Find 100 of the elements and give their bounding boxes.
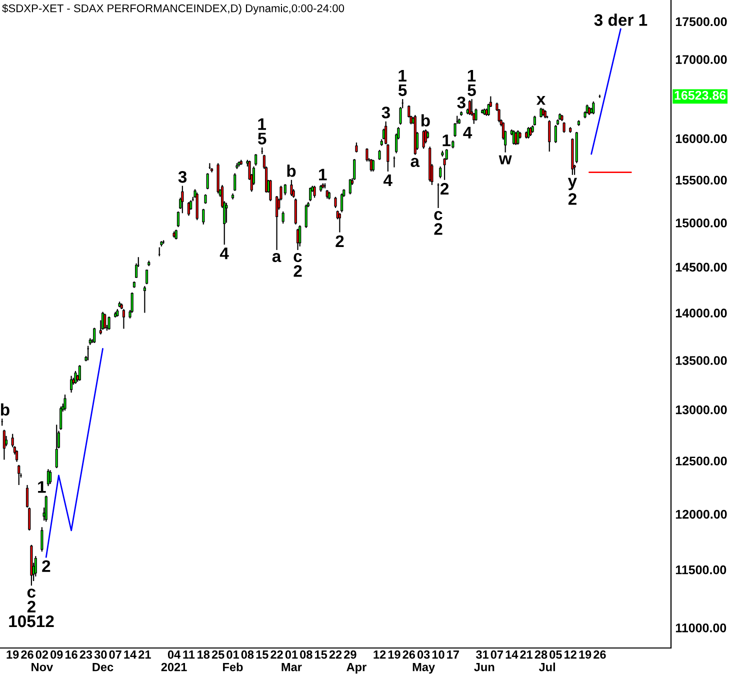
x-tick-label: 04 — [168, 650, 181, 659]
annotation: 4 — [220, 248, 229, 260]
x2-tick-label: Nov — [32, 663, 54, 672]
annotation: y — [568, 178, 577, 190]
x-tick-label: 11 — [183, 650, 195, 659]
candlestick — [290, 179, 293, 197]
text: 16523.86 — [674, 90, 726, 100]
candlestick — [372, 159, 375, 172]
candlestick — [60, 406, 62, 430]
x-tick-label: 16 — [65, 650, 78, 659]
candlestick — [176, 210, 180, 228]
candlestick — [562, 122, 566, 134]
candlestick — [49, 470, 52, 484]
candlestick — [64, 394, 66, 412]
candlestick — [284, 184, 286, 196]
annotation: 2 — [42, 560, 50, 572]
x-tick-label: 01 — [285, 650, 298, 659]
annotation: w — [498, 155, 512, 164]
chart-title: $SDXP-XET - SDAX PERFORMANCEINDEX,D) Dynamic,0:00-24:00 — [2, 4, 344, 14]
annotation: a — [272, 252, 282, 262]
candlestick — [340, 192, 344, 213]
x-tick-label: 26 — [402, 650, 416, 659]
x-tick-label: 22 — [329, 650, 342, 659]
annotation: 3 der 1 — [594, 14, 648, 26]
candlestick — [554, 124, 557, 144]
x-tick-label: 15 — [256, 650, 268, 659]
annotation: 2 — [336, 235, 344, 247]
x-tick-label: 07 — [490, 650, 504, 659]
annotation: 2 — [434, 223, 442, 235]
candlestick — [254, 154, 258, 166]
candlestick — [18, 464, 20, 486]
candlestick — [108, 316, 110, 330]
x-tick-label: 12 — [564, 650, 576, 659]
annotation: 2 — [27, 600, 36, 612]
candlestick — [474, 108, 478, 122]
candlestick — [282, 210, 284, 224]
x-tick-label: 03 — [417, 650, 430, 659]
x-tick-label: 02 — [36, 650, 48, 659]
candlestick — [338, 212, 341, 233]
candlestick — [366, 148, 368, 162]
candlestick — [439, 166, 442, 179]
candlestick — [204, 194, 207, 204]
annotation: 4 — [383, 174, 392, 186]
x-tick-label: 17 — [447, 650, 459, 659]
x2-tick-label: 2021 — [161, 662, 187, 672]
annotation: b — [287, 164, 296, 177]
candlestick — [40, 526, 44, 552]
y-tick-label: 13000.00 — [676, 405, 727, 414]
x2-tick-label: Jun — [474, 663, 494, 672]
annotation: 5 — [258, 132, 266, 144]
line-series — [45, 348, 104, 558]
x-tick-label: 26 — [594, 650, 606, 659]
x-tick-label: 14 — [124, 650, 137, 659]
x-tick-label: 19 — [579, 650, 592, 659]
annotation: 3 — [178, 170, 187, 183]
candlestick — [540, 107, 542, 118]
x-tick-label: 22 — [270, 650, 283, 659]
candlestick — [225, 202, 228, 224]
annotation: 3 — [457, 96, 466, 108]
y-tick-label: 12500.00 — [676, 456, 727, 466]
candlestick — [34, 556, 37, 578]
x-tick-label: 08 — [241, 650, 254, 659]
x2-tick-label: May — [412, 663, 435, 674]
candlestick — [294, 198, 297, 226]
candlestick — [44, 495, 48, 522]
candlestick — [15, 450, 18, 462]
x-tick-label: 23 — [80, 650, 92, 659]
x2-tick-label: Dec — [92, 663, 114, 672]
candlestick — [592, 100, 595, 115]
candlestick — [548, 120, 551, 152]
x-tick-label: 01 — [226, 650, 239, 659]
x2-tick-label: Jul — [538, 662, 555, 672]
annotation: 1 — [442, 134, 451, 146]
annotation: c — [434, 211, 442, 220]
y-tick-label: 13500.00 — [676, 356, 727, 365]
y-tick-label: 15000.00 — [676, 218, 727, 228]
x-tick-label: 07 — [109, 650, 122, 659]
candlestick — [122, 308, 126, 330]
annotation: 4 — [463, 126, 472, 138]
candlestick — [355, 142, 358, 153]
x-tick-label: 29 — [344, 650, 356, 659]
annotation: c — [27, 588, 36, 598]
annotation: 2 — [568, 193, 576, 205]
candlestick — [206, 172, 209, 190]
y-tick-label: 17000.00 — [676, 55, 727, 64]
candlestick — [55, 424, 58, 469]
annotation: 3 — [382, 106, 390, 118]
candlestick — [313, 185, 316, 198]
annotation: 2 — [294, 265, 302, 277]
candlestick — [181, 185, 184, 214]
candlestick — [378, 149, 381, 160]
x-tick-label: 21 — [138, 650, 151, 659]
candlestick — [145, 269, 148, 285]
x-tick-label: 12 — [374, 650, 386, 659]
candlestick — [269, 179, 272, 202]
candlestick — [334, 196, 337, 209]
annotation: 1 — [468, 70, 476, 82]
x2-tick-label: Feb — [223, 662, 243, 672]
y-tick-label: 15500.00 — [676, 176, 727, 185]
x-tick-label: 14 — [506, 650, 518, 659]
